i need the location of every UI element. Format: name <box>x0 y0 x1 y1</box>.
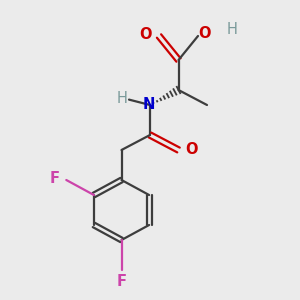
Text: F: F <box>50 171 60 186</box>
Text: F: F <box>117 274 127 289</box>
Text: O: O <box>198 26 210 40</box>
Text: N: N <box>142 97 155 112</box>
Text: H: H <box>227 22 238 37</box>
Text: O: O <box>139 27 152 42</box>
Text: O: O <box>185 142 197 157</box>
Text: H: H <box>117 91 128 106</box>
